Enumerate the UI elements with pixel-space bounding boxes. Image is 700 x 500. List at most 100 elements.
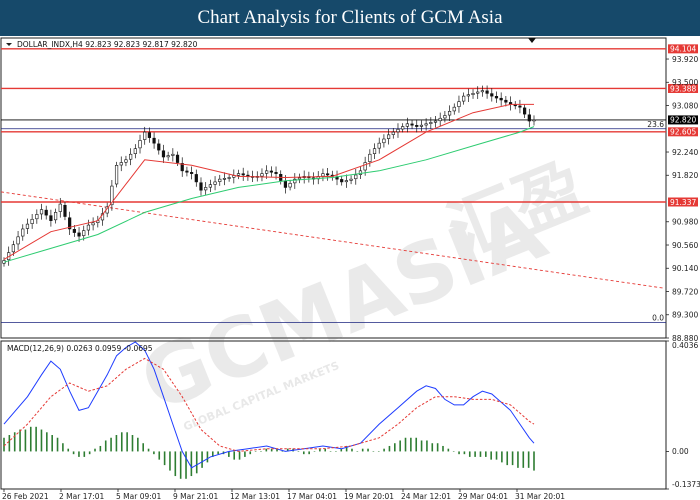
macd-hist-bar (94, 448, 96, 452)
macd-hist-bar (297, 451, 300, 452)
macd-hist-bar (474, 451, 476, 457)
level-tag-1 (668, 83, 698, 93)
candle-body (401, 126, 405, 130)
candle-body (25, 223, 30, 229)
macd-hist-bar (410, 437, 412, 452)
macd-hist-bar (302, 451, 305, 455)
price-ytick-label: 90.140 (672, 264, 698, 273)
candle-body (241, 173, 245, 176)
macd-hist-bar (506, 451, 509, 466)
candle-body (190, 172, 194, 174)
macd-hist-bar (383, 448, 385, 452)
macd-hist-bar (394, 443, 396, 452)
shift-marker-icon (528, 38, 536, 43)
macd-hist-bar (463, 451, 466, 455)
xtick-label: 26 Feb 2021 (2, 492, 49, 500)
macd-hist-bar (495, 451, 498, 460)
macd-hist-bar (195, 451, 198, 474)
price-ytick-label: 93.080 (672, 101, 698, 110)
macd-hist-bar (8, 435, 11, 452)
candle-body (161, 150, 166, 158)
candle-body (39, 209, 44, 215)
candle-body (53, 212, 58, 221)
xtick-label: 17 Mar 04:01 (287, 492, 337, 500)
macd-hist-bar (110, 437, 112, 452)
candle-body (227, 177, 231, 179)
candle-body (382, 138, 386, 144)
macd-hist-bar (67, 448, 70, 452)
candle-body (494, 96, 499, 99)
macd-hist-bar (404, 437, 407, 452)
candle-body (180, 163, 184, 172)
macd-hist-bar (356, 451, 359, 452)
macd-hist-bar (479, 451, 482, 457)
candle-body (415, 125, 419, 127)
macd-hist-bar (99, 445, 102, 452)
candle-body (175, 154, 180, 163)
candle-body (77, 232, 81, 237)
candle-body (114, 165, 119, 185)
price-layer: 23.6 0.0 (0, 48, 666, 323)
macd-hist-bar (169, 451, 171, 471)
price-ytick-label: 90.980 (672, 218, 698, 227)
macd-hist-bar (126, 432, 128, 452)
macd-hist-bar (372, 451, 375, 452)
candle-body (91, 222, 95, 226)
candle-body (527, 114, 531, 122)
candle-body (504, 99, 508, 103)
candle-body (171, 153, 175, 156)
candle-body (21, 228, 25, 237)
banner-title: Chart Analysis for Clients of GCM Asia (0, 0, 700, 36)
macd-hist-bar (72, 451, 75, 455)
candle-body (213, 181, 217, 185)
candle-body (222, 178, 227, 180)
macd-hist-bar (56, 437, 59, 452)
candle-body (462, 95, 466, 102)
candle-body (16, 236, 20, 245)
candle-body (260, 173, 264, 177)
fib-label-0: 23.6 (647, 120, 664, 129)
dropdown-caret-icon[interactable] (6, 43, 12, 46)
candle-body (457, 101, 461, 107)
level-tag-label-1: 93.388 (670, 84, 696, 93)
macd-hist-bar (377, 451, 380, 452)
candle-body (391, 131, 395, 135)
candle-body (129, 153, 133, 160)
macd-hist-bar (153, 451, 155, 455)
xtick-label: 12 Mar 13:01 (230, 492, 280, 500)
candle-body (480, 90, 485, 93)
candle-body (283, 180, 288, 188)
macd-hist-bar (367, 448, 369, 452)
price-ytick-label: 89.300 (672, 311, 698, 320)
macd-hist-bar (511, 451, 514, 466)
series-line-MA-red (3, 103, 534, 260)
candle-body (476, 91, 480, 94)
price-ytick-label: 93.500 (672, 78, 698, 87)
candle-body (466, 94, 470, 97)
level-tag-3 (668, 127, 698, 137)
macd-hist-bar (468, 451, 471, 457)
trendline-dashed (0, 191, 665, 289)
macd-hist-bar (137, 437, 139, 452)
xtick-label: 5 Mar 09:01 (116, 492, 162, 500)
candle-body (518, 105, 522, 108)
candle-body (452, 106, 456, 112)
macd-hist-bar (147, 448, 150, 452)
macd-ytick-label: 0.00 (672, 447, 689, 456)
candle-body (387, 134, 391, 139)
macd-hist-bar (313, 451, 316, 452)
candle-body (424, 123, 428, 126)
candle-body (485, 90, 489, 94)
macd-hist-bar (527, 451, 530, 468)
level-tag-label-0: 94.104 (670, 45, 696, 54)
macd-hist-bar (201, 451, 203, 468)
macd-hist-bar (115, 435, 118, 452)
candle-body (82, 230, 86, 236)
macd-hist-bar (120, 432, 123, 452)
candle-body (368, 153, 372, 163)
candle-body (363, 162, 367, 171)
macd-hist-bar (447, 448, 450, 452)
macd-hist-bar (174, 451, 177, 477)
xtick-label: 31 Mar 20:01 (515, 492, 565, 500)
candle-body (49, 215, 53, 221)
